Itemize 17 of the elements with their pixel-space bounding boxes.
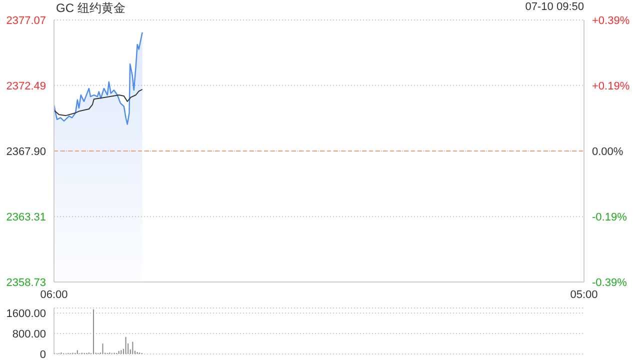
y2-tick-label: +0.19% bbox=[592, 80, 630, 92]
x-tick-label: 05:00 bbox=[570, 288, 598, 301]
y-tick-label: 2377.07 bbox=[6, 15, 46, 27]
x-tick-label: 06:00 bbox=[40, 288, 68, 301]
y2-tick-label: -0.19% bbox=[592, 212, 628, 224]
y-tick-label: 2358.73 bbox=[6, 277, 46, 289]
chart-title: GC 纽约黄金 bbox=[56, 0, 126, 17]
y-tick-label: 2372.49 bbox=[6, 80, 46, 92]
text: 07-10 09:50 bbox=[525, 1, 584, 13]
y-tick-label: 800.00 bbox=[12, 328, 46, 341]
y2-tick-label: 0.00% bbox=[592, 146, 624, 158]
y-tick-label: 0 bbox=[40, 349, 46, 360]
y2-tick-label: +0.39% bbox=[592, 15, 630, 27]
y-tick-label: 2367.90 bbox=[6, 146, 46, 158]
y-tick-label: 2363.31 bbox=[6, 212, 46, 224]
y-tick-label: 1600.00 bbox=[6, 308, 46, 320]
y2-tick-label: -0.39% bbox=[592, 277, 628, 289]
